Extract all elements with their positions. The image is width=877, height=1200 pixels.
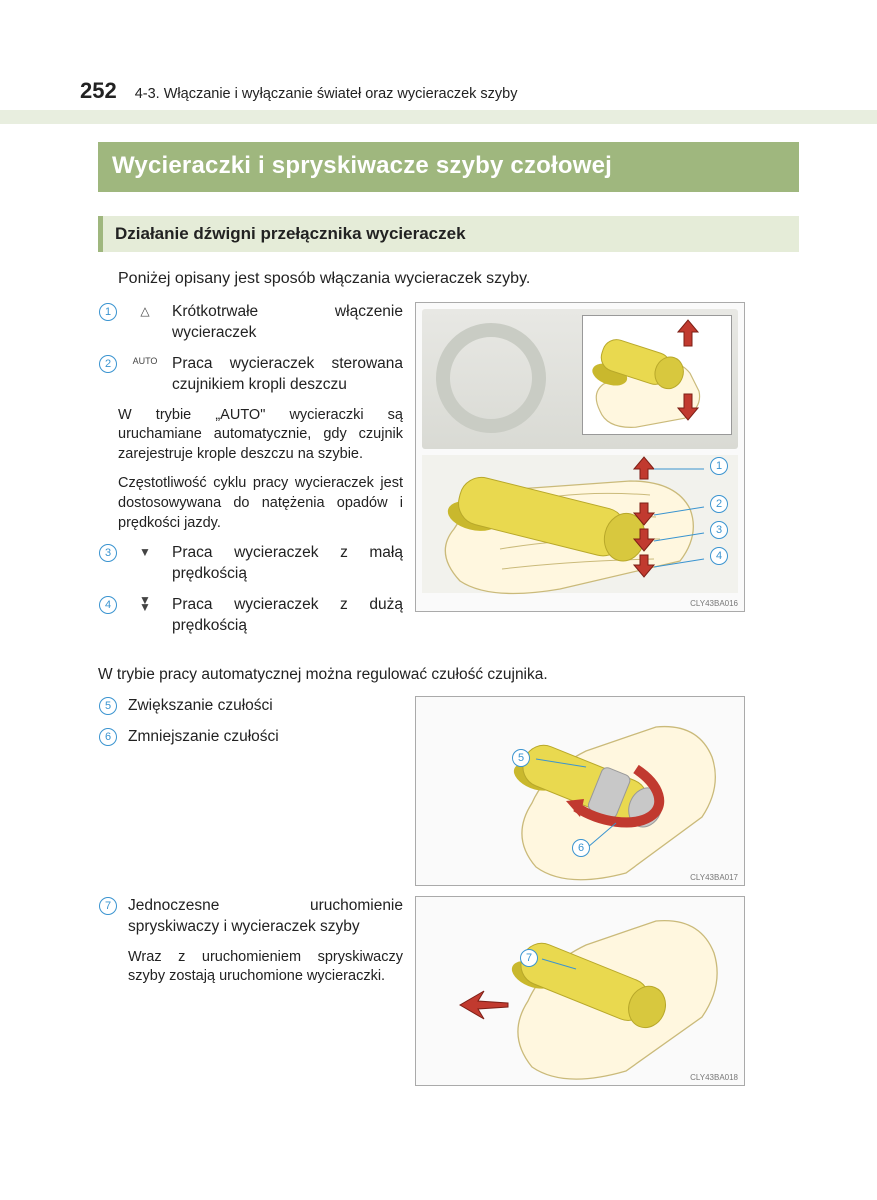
symbol-auto-icon: AUTO	[128, 354, 162, 396]
block-a: 1 △ Krótkotrwałe włączenie wycieraczek 2…	[98, 302, 799, 647]
block-c-figure: 7 CLY43BA018	[415, 896, 799, 1086]
figure-1-lower: 1 2 3 4	[422, 455, 738, 593]
step-7-note: Wraz z uruchomieniem spryskiwaczy szyby …	[128, 948, 403, 987]
figure-2: 5 6 CLY43BA017	[415, 696, 745, 886]
figure-3-code: CLY43BA018	[690, 1073, 738, 1082]
callout-1: 1	[99, 303, 117, 321]
figure-1-inset	[582, 315, 732, 435]
block-a-text: 1 △ Krótkotrwałe włączenie wycieraczek 2…	[98, 302, 403, 647]
callout-5: 5	[99, 697, 117, 715]
callout-7: 7	[99, 897, 117, 915]
page-title: Wycieraczki i spryskiwacze szyby czołowe…	[98, 142, 799, 192]
block-b-figure: 5 6 CLY43BA017	[415, 696, 799, 886]
page-number: 252	[80, 78, 117, 104]
step-2-label: Praca wycieraczek sterowana czujnikiem k…	[172, 354, 403, 396]
intro-text: Poniżej opisany jest sposób włączania wy…	[118, 270, 799, 288]
figure-callout-4: 4	[710, 547, 728, 565]
callout-2: 2	[99, 355, 117, 373]
step-1: 1 △ Krótkotrwałe włączenie wycieraczek	[98, 302, 403, 344]
symbol-low-icon: ▼	[128, 543, 162, 585]
block-b: 5 Zwiększanie czułości 6 Zmniejszanie cz…	[98, 696, 799, 886]
callout-6: 6	[99, 728, 117, 746]
symbol-high-icon: ▼▼	[128, 595, 162, 637]
block-a-figure: 1 2 3 4 CLY43BA016	[415, 302, 799, 612]
symbol-mist-icon: △	[128, 302, 162, 344]
header-rule	[0, 110, 877, 124]
callout-4: 4	[99, 596, 117, 614]
step-7-label: Jednoczesne uruchomienie spryskiwaczy i …	[128, 896, 403, 938]
step-6: 6 Zmniejszanie czułości	[98, 727, 403, 748]
figure-callout-3: 3	[710, 521, 728, 539]
sensitivity-intro: W trybie pracy automatycznej można regul…	[98, 665, 799, 686]
step-2: 2 AUTO Praca wycieraczek sterowana czujn…	[98, 354, 403, 396]
page-header: 252 4-3. Włączanie i wyłączanie świateł …	[80, 78, 817, 104]
figure-1: 1 2 3 4 CLY43BA016	[415, 302, 745, 612]
figure-3: 7 CLY43BA018	[415, 896, 745, 1086]
step-7: 7 Jednoczesne uruchomienie spryskiwaczy …	[98, 896, 403, 938]
chapter-reference: 4-3. Włączanie i wyłączanie świateł oraz…	[135, 86, 518, 102]
step-3: 3 ▼ Praca wycieraczek z małą prędkością	[98, 543, 403, 585]
figure-callout-6: 6	[572, 839, 590, 857]
steering-wheel-icon	[436, 323, 546, 433]
step-1-label: Krótkotrwałe włączenie wycieraczek	[172, 302, 403, 344]
callout-3: 3	[99, 544, 117, 562]
step-5: 5 Zwiększanie czułości	[98, 696, 403, 717]
figure-2-code: CLY43BA017	[690, 873, 738, 882]
block-c-text: 7 Jednoczesne uruchomienie spryskiwaczy …	[98, 896, 403, 997]
step-5-label: Zwiększanie czułości	[128, 696, 273, 717]
figure-callout-5: 5	[512, 749, 530, 767]
section-heading: Działanie dźwigni przełącznika wycieracz…	[98, 216, 799, 252]
figure-callout-2: 2	[710, 495, 728, 513]
page: 252 4-3. Włączanie i wyłączanie świateł …	[0, 0, 877, 1144]
block-c: 7 Jednoczesne uruchomienie spryskiwaczy …	[98, 896, 799, 1086]
step-4: 4 ▼▼ Praca wycieraczek z dużą prędkością	[98, 595, 403, 637]
block-b-text: 5 Zwiększanie czułości 6 Zmniejszanie cz…	[98, 696, 403, 758]
step-3-label: Praca wycieraczek z małą prędkością	[172, 543, 403, 585]
figure-callout-7: 7	[520, 949, 538, 967]
figure-1-code: CLY43BA016	[690, 599, 738, 608]
step-2-note-b: Częstotliwość cyklu pracy wycieraczek je…	[118, 474, 403, 533]
step-4-label: Praca wycieraczek z dużą prędkością	[172, 595, 403, 637]
step-2-note-a: W trybie „AUTO" wycieraczki są uruchamia…	[118, 406, 403, 465]
step-6-label: Zmniejszanie czułości	[128, 727, 279, 748]
figure-callout-1: 1	[710, 457, 728, 475]
